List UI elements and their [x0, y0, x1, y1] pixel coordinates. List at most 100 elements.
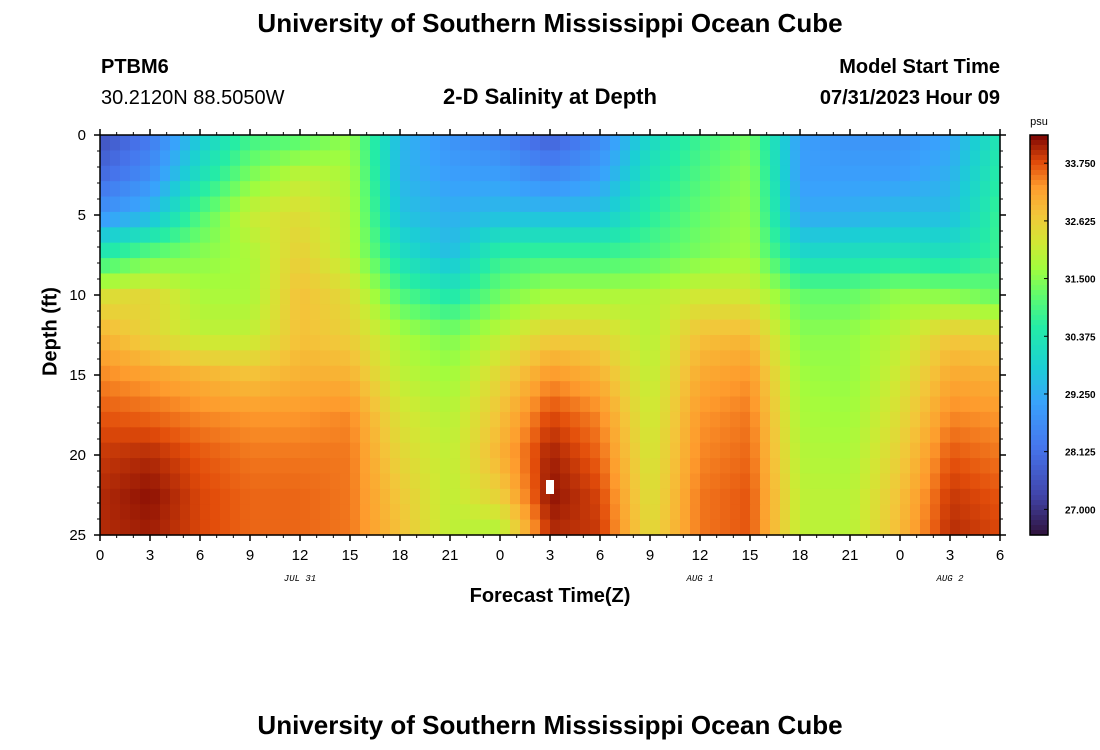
- heatmap-cell: [920, 519, 931, 536]
- heatmap-cell: [150, 242, 161, 259]
- heatmap-cell: [380, 181, 391, 198]
- heatmap-cell: [170, 273, 181, 290]
- heatmap-cell: [690, 304, 701, 321]
- heatmap-cell: [530, 304, 541, 321]
- heatmap-cell: [640, 304, 651, 321]
- heatmap-cell: [340, 181, 351, 198]
- heatmap-cell: [640, 381, 651, 398]
- heatmap-cell: [140, 288, 151, 305]
- heatmap-cell: [120, 396, 131, 413]
- colorbar-band: [1030, 450, 1048, 456]
- heatmap-cell: [930, 427, 941, 444]
- heatmap-cell: [170, 319, 181, 336]
- heatmap-cell: [670, 335, 681, 351]
- heatmap-cell: [480, 227, 491, 244]
- heatmap-cell: [440, 365, 451, 382]
- heatmap-cell: [830, 242, 841, 259]
- heatmap-cell: [590, 365, 601, 382]
- heatmap-cell: [770, 196, 781, 213]
- heatmap-cell: [590, 181, 601, 198]
- heatmap-cell: [330, 335, 341, 351]
- colorbar-band: [1030, 390, 1048, 396]
- colorbar-band: [1030, 485, 1048, 491]
- heatmap-cell: [690, 381, 701, 398]
- heatmap-cell: [810, 519, 821, 536]
- heatmap-cell: [160, 273, 171, 290]
- heatmap-cell: [940, 288, 951, 305]
- heatmap-cell: [910, 350, 921, 367]
- heatmap-cell: [210, 165, 221, 182]
- heatmap-cell: [280, 335, 291, 351]
- heatmap-cell: [280, 165, 291, 182]
- heatmap-cell: [970, 273, 981, 290]
- heatmap-cell: [190, 273, 201, 290]
- heatmap-cell: [900, 442, 911, 459]
- heatmap-cell: [240, 442, 251, 459]
- heatmap-cell: [830, 304, 841, 321]
- heatmap-cell: [980, 319, 991, 336]
- heatmap-cell: [320, 473, 331, 490]
- heatmap-cell: [410, 381, 421, 398]
- heatmap-cell: [530, 288, 541, 305]
- heatmap-cell: [550, 288, 561, 305]
- heatmap-cell: [690, 288, 701, 305]
- heatmap-cell: [440, 165, 451, 182]
- heatmap-cell: [550, 427, 561, 444]
- heatmap-cell: [610, 227, 621, 244]
- heatmap-cell: [930, 211, 941, 228]
- heatmap-cell: [780, 473, 791, 490]
- colorbar-band: [1030, 385, 1048, 391]
- heatmap-cell: [120, 319, 131, 336]
- heatmap-cell: [730, 488, 741, 505]
- heatmap-cell: [450, 411, 461, 428]
- heatmap-cell: [360, 458, 371, 475]
- heatmap-cell: [910, 396, 921, 413]
- heatmap-cell: [750, 365, 761, 382]
- heatmap-cell: [410, 319, 421, 336]
- heatmap-cell: [800, 165, 811, 182]
- heatmap-cell: [500, 519, 511, 536]
- heatmap-cell: [990, 427, 1001, 444]
- heatmap-cell: [680, 381, 691, 398]
- heatmap-cell: [580, 150, 591, 167]
- heatmap-cell: [930, 196, 941, 213]
- heatmap-cell: [350, 304, 361, 321]
- heatmap-cell: [360, 381, 371, 398]
- heatmap-cell: [200, 504, 211, 521]
- heatmap-cell: [480, 442, 491, 459]
- heatmap-cell: [400, 396, 411, 413]
- heatmap-cell: [420, 335, 431, 351]
- heatmap-cell: [180, 504, 191, 521]
- heatmap-cell: [380, 242, 391, 259]
- heatmap-cell: [680, 304, 691, 321]
- heatmap-cell: [410, 427, 421, 444]
- heatmap-cell: [270, 181, 281, 198]
- heatmap-cell: [160, 458, 171, 475]
- heatmap-cell: [440, 396, 451, 413]
- heatmap-cell: [840, 181, 851, 198]
- heatmap-cell: [100, 258, 111, 275]
- heatmap-cell: [110, 319, 121, 336]
- heatmap-cell: [390, 150, 401, 167]
- heatmap-cell: [940, 258, 951, 275]
- heatmap-cell: [410, 396, 421, 413]
- heatmap-cell: [360, 396, 371, 413]
- heatmap-cell: [900, 319, 911, 336]
- heatmap-cell: [380, 458, 391, 475]
- heatmap-cell: [810, 488, 821, 505]
- heatmap-cell: [130, 242, 141, 259]
- heatmap-cell: [630, 411, 641, 428]
- heatmap-cell: [180, 211, 191, 228]
- y-tick-label: 0: [78, 127, 86, 144]
- heatmap-cell: [670, 211, 681, 228]
- heatmap-cell: [580, 181, 591, 198]
- heatmap-cell: [710, 242, 721, 259]
- heatmap-cell: [810, 196, 821, 213]
- heatmap-cell: [610, 427, 621, 444]
- heatmap-cell: [530, 135, 541, 151]
- heatmap-cell: [990, 350, 1001, 367]
- heatmap-cell: [950, 396, 961, 413]
- heatmap-cell: [680, 488, 691, 505]
- heatmap-cell: [680, 504, 691, 521]
- heatmap-cell: [760, 365, 771, 382]
